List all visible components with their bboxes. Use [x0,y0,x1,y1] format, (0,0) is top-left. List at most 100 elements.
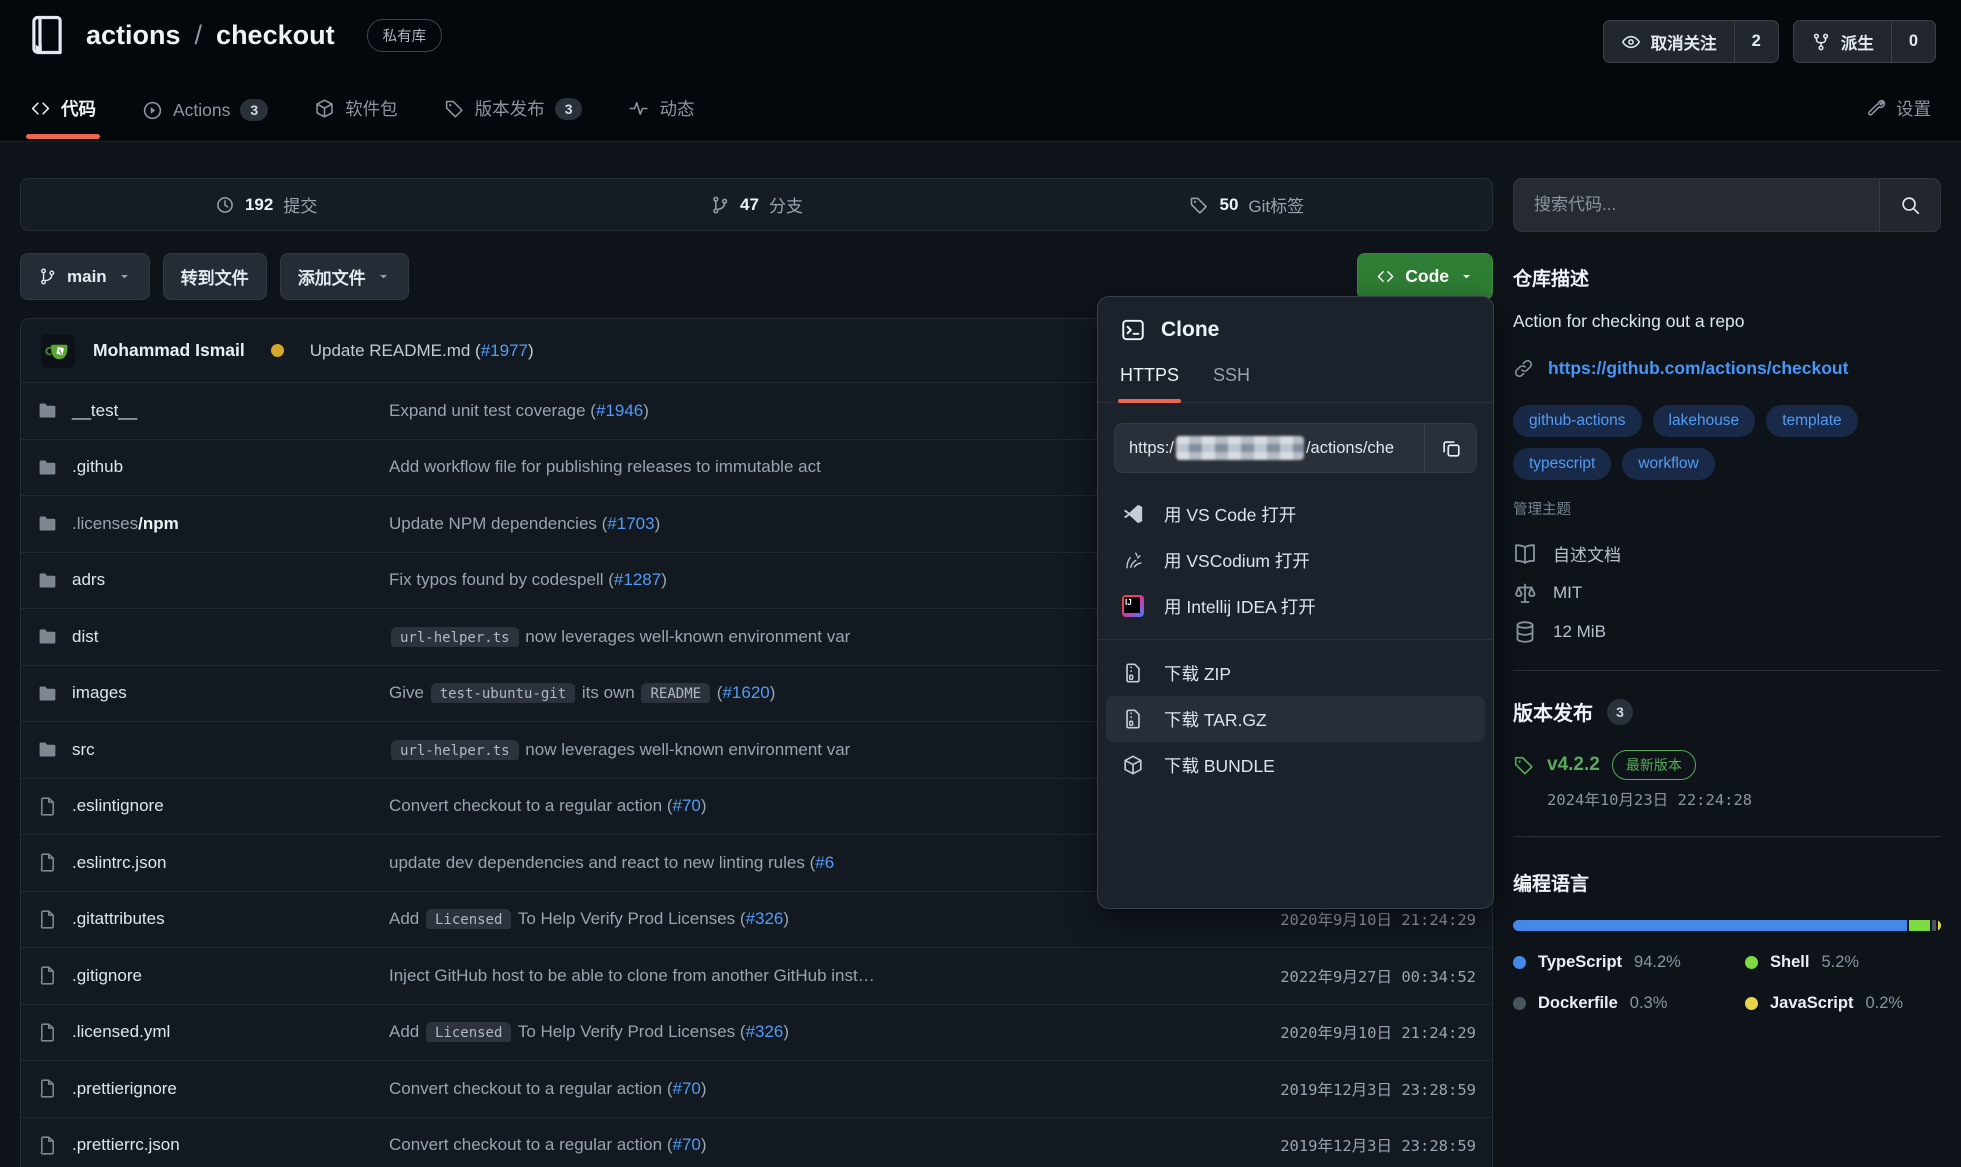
file-name[interactable]: .gitattributes [72,909,165,929]
language-bar[interactable] [1513,920,1941,931]
repo-name-link[interactable]: checkout [216,19,335,50]
website-link[interactable]: https://github.com/actions/checkout [1548,358,1849,378]
file-name[interactable]: .licensed.yml [72,1022,171,1042]
file-name-cell[interactable]: src [37,739,389,760]
language-legend-item[interactable]: TypeScript 94.2% [1513,953,1745,972]
menu-item-用-vscodium-打开[interactable]: 用 VSCodium 打开 [1106,537,1485,583]
pr-link[interactable]: #6 [815,852,835,872]
file-name[interactable]: .prettierrc.json [72,1135,180,1155]
menu-item-下载-bundle[interactable]: 下载 BUNDLE [1106,742,1485,788]
stat-commits[interactable]: 192 提交 [21,179,511,230]
release-version-link[interactable]: v4.2.2 [1547,754,1600,775]
stat-tags[interactable]: 50 Git标签 [1002,179,1492,230]
topic-pill[interactable]: github-actions [1513,405,1642,437]
pr-link[interactable]: #326 [745,909,784,929]
table-row[interactable]: dist url-helper.ts now leverages well-kno… [21,608,1492,665]
code-button[interactable]: Code [1357,253,1493,300]
menu-item-用-intellij-idea-打开[interactable]: 用 Intellij IDEA 打开 [1106,583,1485,629]
file-name[interactable]: adrs [72,570,106,590]
add-file-button[interactable]: 添加文件 [279,253,409,300]
file-name-cell[interactable]: .prettierignore [37,1078,389,1099]
table-row[interactable]: .gitignore Inject GitHub host to be able … [21,947,1492,1004]
table-row[interactable]: .gitattributes Add Licensed To Help Verif… [21,890,1492,948]
pr-link[interactable]: #1620 [722,683,770,703]
tab-ssh[interactable]: SSH [1213,365,1251,385]
file-name-cell[interactable]: .gitattributes [37,909,389,930]
table-row[interactable]: .prettierrc.json Convert checkout to a re… [21,1116,1492,1167]
tab-activity[interactable]: 动态 [624,96,698,141]
search-input[interactable] [1514,179,1879,231]
file-name-cell[interactable]: .gitignore [37,965,389,986]
table-row[interactable]: adrs Fix typos found by codespell (#1287) [21,551,1492,609]
menu-item-用-vs-code-打开[interactable]: 用 VS Code 打开 [1106,491,1485,537]
tab-code[interactable]: 代码 [26,96,100,141]
topic-pill[interactable]: lakehouse [1652,405,1756,437]
file-name-cell[interactable]: images [37,683,389,704]
table-row[interactable]: .eslintrc.json update dev dependencies an… [21,834,1492,891]
license-link[interactable]: MIT [1513,581,1941,605]
pr-link[interactable]: #1287 [613,570,662,590]
file-name-cell[interactable]: dist [37,626,389,647]
file-name[interactable]: .eslintignore [72,796,164,816]
table-row[interactable]: .licensed.yml Add Licensed To Help Verify… [21,1003,1492,1061]
file-name-cell[interactable]: .licensed.yml [37,1022,389,1043]
language-legend-item[interactable]: Dockerfile 0.3% [1513,994,1745,1013]
tab-packages[interactable]: 软件包 [310,96,402,141]
tab-actions[interactable]: Actions 3 [138,99,272,141]
file-name[interactable]: .gitignore [72,965,142,985]
language-legend-item[interactable]: Shell 5.2% [1745,953,1941,972]
commit-status-icon[interactable] [270,344,284,357]
branch-selector[interactable]: main [20,253,150,300]
file-name-cell[interactable]: adrs [37,570,389,591]
menu-item-下载-tar.gz[interactable]: 下载 TAR.GZ [1106,696,1485,742]
menu-item-下载-zip[interactable]: 下载 ZIP [1106,650,1485,696]
file-name[interactable]: images [72,683,127,703]
table-row[interactable]: src url-helper.ts now leverages well-know… [21,721,1492,778]
avatar[interactable] [41,333,75,368]
copy-url-button[interactable] [1424,424,1476,472]
file-name[interactable]: __test__ [72,400,138,420]
file-name[interactable]: dist [72,626,99,646]
file-name-cell[interactable]: __test__ [37,400,389,421]
file-name-cell[interactable]: .github [37,457,389,478]
forks-count[interactable]: 0 [1890,21,1935,62]
readme-link[interactable]: 自述文档 [1513,541,1941,566]
topic-pill[interactable]: typescript [1513,448,1612,480]
tab-settings[interactable]: 设置 [1862,96,1935,141]
watchers-count[interactable]: 2 [1733,21,1778,62]
table-row[interactable]: .eslintignore Convert checkout to a regul… [21,777,1492,835]
fork-button[interactable]: 派生 0 [1792,20,1936,63]
stat-branches[interactable]: 47 分支 [511,179,1001,230]
search-button[interactable] [1879,179,1940,231]
pr-link[interactable]: #326 [745,1022,784,1042]
tab-https[interactable]: HTTPS [1117,365,1182,403]
pr-link[interactable]: #1946 [595,400,644,420]
file-name-cell[interactable]: .licenses/npm [37,513,389,534]
table-row[interactable]: .prettierignore Convert checkout to a reg… [21,1060,1492,1117]
table-row[interactable]: __test__ Expand unit test coverage (#1946… [21,382,1492,439]
topic-pill[interactable]: workflow [1622,448,1715,480]
file-name[interactable]: .eslintrc.json [72,852,167,872]
file-name[interactable]: .licenses/npm [72,513,179,533]
pr-link[interactable]: #70 [672,796,701,816]
pr-link[interactable]: #1703 [607,513,655,533]
repo-owner-link[interactable]: actions [86,19,181,50]
releases-heading[interactable]: 版本发布 [1513,703,1593,725]
pr-link[interactable]: #70 [672,1135,701,1155]
tab-releases[interactable]: 版本发布 3 [440,96,587,141]
topic-pill[interactable]: template [1766,405,1858,437]
manage-topics-link[interactable]: 管理主题 [1513,502,1571,518]
goto-file-button[interactable]: 转到文件 [162,253,267,300]
table-row[interactable]: .licenses/npm Update NPM dependencies (#1… [21,495,1492,552]
table-row[interactable]: images Give test-ubuntu-git its own READM… [21,664,1492,722]
file-name-cell[interactable]: .eslintignore [37,796,389,817]
language-legend-item[interactable]: JavaScript 0.2% [1745,994,1941,1013]
file-name-cell[interactable]: .eslintrc.json [37,852,389,873]
commit-author[interactable]: Mohammad Ismail [93,340,245,360]
pr-link[interactable]: #70 [672,1078,701,1098]
table-row[interactable]: .github Add workflow file for publishing … [21,438,1492,496]
clone-url-input[interactable]: https:/ /actions/che [1115,424,1424,472]
file-name[interactable]: .github [72,457,124,477]
file-name[interactable]: .prettierignore [72,1078,177,1098]
pr-link[interactable]: #1977 [480,340,528,360]
